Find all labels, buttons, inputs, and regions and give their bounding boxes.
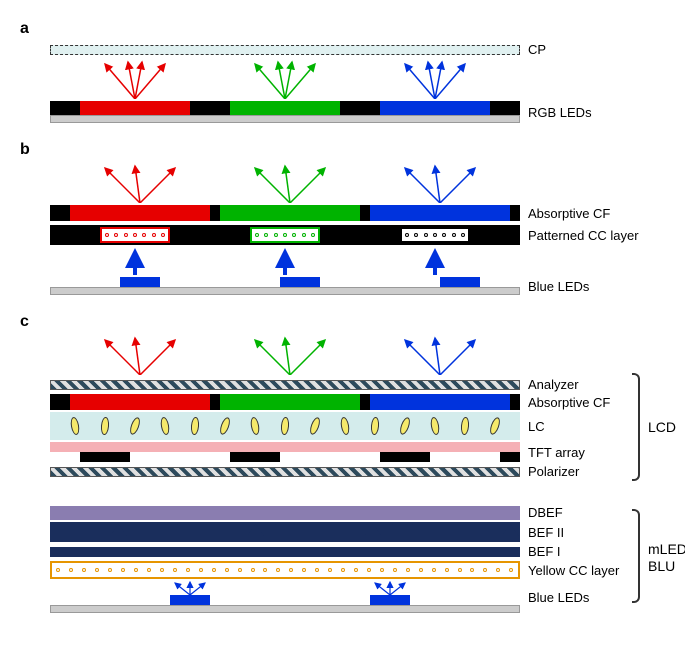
bef2-layer — [50, 522, 520, 542]
panel-a-stack — [50, 45, 520, 55]
analyzer-label: Analyzer — [528, 377, 579, 392]
bef2-label: BEF II — [528, 525, 564, 540]
yellow-cc-layer — [50, 561, 520, 579]
yellow-cc-label: Yellow CC layer — [528, 563, 619, 578]
panel-c-label: c — [20, 313, 665, 331]
blu-brace-label: mLED BLU — [648, 541, 685, 575]
panel-c-arrows — [50, 335, 520, 375]
panel-a: a CP — [20, 20, 665, 123]
blue-leds-label-c: Blue LEDs — [528, 590, 589, 605]
panel-b: b Absorptive CF Patterned CC layer — [20, 141, 665, 295]
absorptive-cf-label-c: Absorptive CF — [528, 395, 610, 410]
polarizer-layer — [50, 467, 520, 477]
substrate-c — [50, 605, 520, 613]
blue-leds-label-b: Blue LEDs — [528, 279, 589, 294]
rgb-led-bar — [50, 101, 520, 123]
lcd-brace-label: LCD — [648, 419, 676, 435]
blu-brace — [632, 509, 640, 603]
cp-label: CP — [528, 42, 546, 57]
blue-led-row-c — [50, 595, 520, 605]
substrate-a — [50, 115, 520, 123]
polarizer-label: Polarizer — [528, 464, 579, 479]
cp-layer — [50, 45, 520, 55]
substrate-b — [50, 287, 520, 295]
tft-layer — [50, 442, 520, 462]
panel-b-arrows-top — [50, 163, 520, 203]
lc-label: LC — [528, 419, 545, 434]
absorptive-cf-b — [50, 205, 520, 221]
bef1-layer — [50, 547, 520, 557]
panel-a-label: a — [20, 20, 665, 38]
arrows-svg — [50, 59, 520, 99]
tft-label: TFT array — [528, 445, 585, 460]
dbef-layer — [50, 506, 520, 520]
bef1-label: BEF I — [528, 544, 561, 559]
lc-layer — [50, 412, 520, 440]
patterned-cc-layer — [50, 225, 520, 245]
panel-b-bluearrows — [50, 247, 520, 275]
panel-a-arrows — [50, 59, 520, 99]
panel-c: c Analyzer Absorptive CF LC — [20, 313, 665, 613]
lcd-brace — [632, 373, 640, 481]
analyzer-layer — [50, 380, 520, 390]
patterned-cc-label: Patterned CC layer — [528, 228, 639, 243]
dbef-label: DBEF — [528, 505, 563, 520]
absorptive-cf-label-b: Absorptive CF — [528, 206, 610, 221]
rgb-leds-label: RGB LEDs — [528, 105, 592, 120]
absorptive-cf-c — [50, 394, 520, 410]
panel-b-label: b — [20, 141, 665, 159]
blue-led-row-b — [50, 277, 520, 287]
